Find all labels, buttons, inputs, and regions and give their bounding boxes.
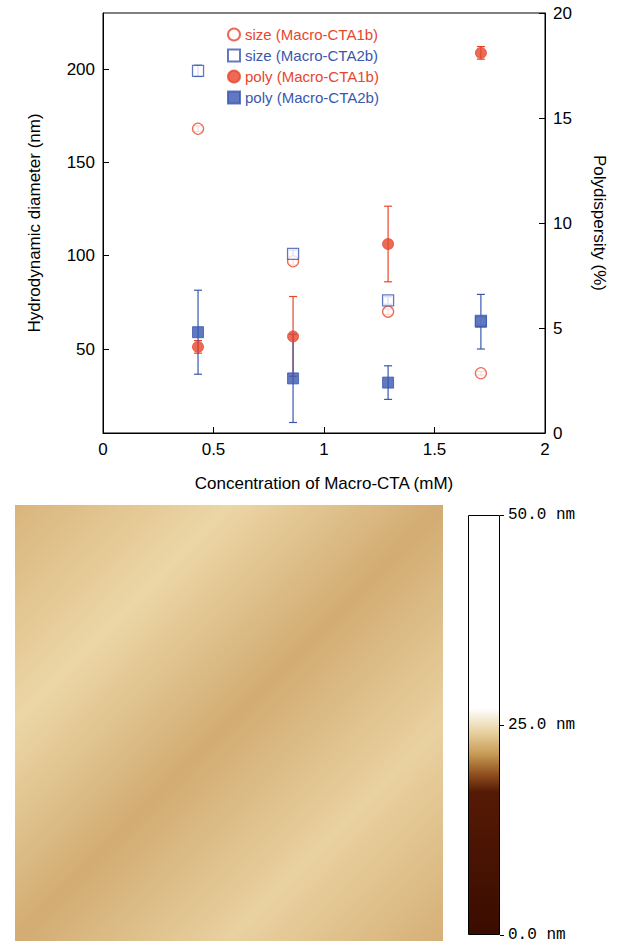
svg-text:0.5: 0.5: [202, 440, 226, 459]
svg-text:50: 50: [76, 340, 95, 359]
svg-text:Concentration of Macro-CTA (mM: Concentration of Macro-CTA (mM): [195, 474, 454, 493]
svg-text:0: 0: [553, 424, 562, 443]
svg-text:10: 10: [553, 214, 572, 233]
svg-text:size (Macro-CTA1b): size (Macro-CTA1b): [245, 26, 378, 43]
svg-text:0.0 nm: 0.0 nm: [508, 926, 566, 944]
svg-text:poly (Macro-CTA2b): poly (Macro-CTA2b): [245, 89, 379, 106]
svg-text:1: 1: [319, 440, 328, 459]
svg-text:25.0 nm: 25.0 nm: [508, 716, 575, 734]
svg-text:0: 0: [98, 440, 107, 459]
svg-text:200: 200: [67, 60, 95, 79]
svg-text:5: 5: [553, 319, 562, 338]
svg-text:size (Macro-CTA2b): size (Macro-CTA2b): [245, 47, 378, 64]
svg-text:15: 15: [553, 109, 572, 128]
svg-text:20: 20: [553, 4, 572, 23]
svg-text:1.5: 1.5: [423, 440, 447, 459]
svg-text:100: 100: [67, 246, 95, 265]
svg-text:150: 150: [67, 153, 95, 172]
svg-text:Hydrodynamic diameter (nm): Hydrodynamic diameter (nm): [25, 113, 44, 332]
svg-text:2: 2: [540, 440, 549, 459]
svg-text:poly (Macro-CTA1b): poly (Macro-CTA1b): [245, 68, 379, 85]
svg-text:Polydispersity (%): Polydispersity (%): [590, 155, 609, 291]
svg-text:50.0 nm: 50.0 nm: [508, 506, 575, 524]
